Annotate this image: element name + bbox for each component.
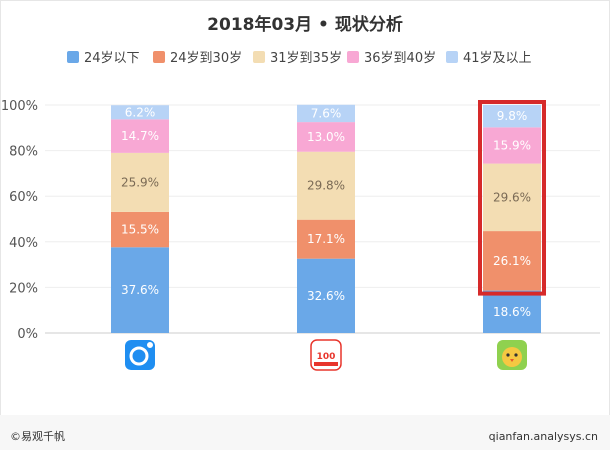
legend-label: 24岁到30岁	[170, 51, 242, 66]
legend-label: 24岁以下	[84, 51, 140, 66]
data-label: 26.1%	[493, 254, 531, 268]
bar-segment	[483, 163, 541, 232]
data-label: 15.5%	[121, 223, 159, 237]
legend-swatch	[347, 51, 359, 63]
data-label: 13.0%	[307, 130, 345, 144]
data-label: 32.6%	[307, 289, 345, 303]
data-label: 17.1%	[307, 232, 345, 246]
bar-stack: 32.6% 17.1% 29.8% 13.0% 7.6%	[297, 104, 355, 333]
y-tick-label: 80%	[9, 145, 38, 160]
bar-segment	[111, 247, 169, 333]
bar-segment	[111, 211, 169, 248]
footer-band	[0, 415, 610, 450]
y-tick-label: 60%	[9, 190, 38, 205]
app-icon-1	[125, 340, 155, 370]
legend-item: 24岁到30岁	[153, 51, 242, 66]
legend-item: 36岁到40岁	[347, 51, 436, 66]
bar-segment	[111, 119, 169, 153]
bar-segment	[483, 231, 541, 291]
bar-stack: 37.6% 15.5% 25.9% 14.7% 6.2%	[111, 105, 169, 333]
data-label: 7.6%	[311, 106, 342, 120]
bar-stack: 18.6% 26.1% 29.6% 15.9% 9.8%	[483, 105, 541, 333]
bar-segment	[111, 105, 169, 120]
y-tick-label: 20%	[9, 281, 38, 296]
bar-segment	[483, 127, 541, 164]
legend-swatch	[153, 51, 165, 63]
legend-item: 24岁以下	[67, 51, 140, 66]
data-label: 6.2%	[125, 105, 156, 119]
app-icon-2: 100	[310, 339, 342, 371]
app-icon-2-label: 100	[317, 352, 336, 362]
legend-item: 41岁及以上	[446, 51, 532, 66]
chart-title: 2018年03月 • 现状分析	[207, 14, 403, 35]
bar-segment	[297, 219, 355, 259]
bar-segment	[297, 104, 355, 123]
data-label: 9.8%	[497, 109, 528, 123]
data-label: 18.6%	[493, 305, 531, 319]
app-icon-3	[497, 340, 527, 370]
legend-label: 31岁到35岁	[270, 51, 342, 66]
bar-segment	[111, 152, 169, 212]
legend-swatch	[67, 51, 79, 63]
data-label: 37.6%	[121, 283, 159, 297]
data-label: 14.7%	[121, 129, 159, 143]
legend-item: 31岁到35岁	[253, 51, 342, 66]
y-tick-label: 0%	[17, 327, 38, 342]
footer-right: qianfan.analysys.cn	[489, 430, 598, 443]
y-tick-label: 40%	[9, 236, 38, 251]
data-label: 25.9%	[121, 175, 159, 189]
bar-segment	[483, 105, 541, 128]
bars: 37.6% 15.5% 25.9% 14.7% 6.2% 32.6% 17.1% 29.8% 1…	[111, 100, 546, 333]
bar-segment	[297, 122, 355, 152]
footer-left: ©易观千帆	[10, 429, 65, 443]
category-icons: 100	[125, 339, 527, 371]
legend: 24岁以下 24岁到30岁 31岁到35岁 36岁到40岁 41岁及以上	[67, 51, 532, 66]
bar-segment	[297, 151, 355, 220]
legend-swatch	[446, 51, 458, 63]
legend-swatch	[253, 51, 265, 63]
highlight-box	[478, 100, 546, 296]
legend-label: 41岁及以上	[463, 51, 532, 66]
data-label: 29.8%	[307, 179, 345, 193]
bar-segment	[483, 290, 541, 333]
bar-segment	[297, 258, 355, 333]
data-label: 29.6%	[493, 190, 531, 204]
y-tick-label: 100%	[1, 99, 38, 114]
data-label: 15.9%	[493, 138, 531, 152]
legend-label: 36岁到40岁	[364, 51, 436, 66]
